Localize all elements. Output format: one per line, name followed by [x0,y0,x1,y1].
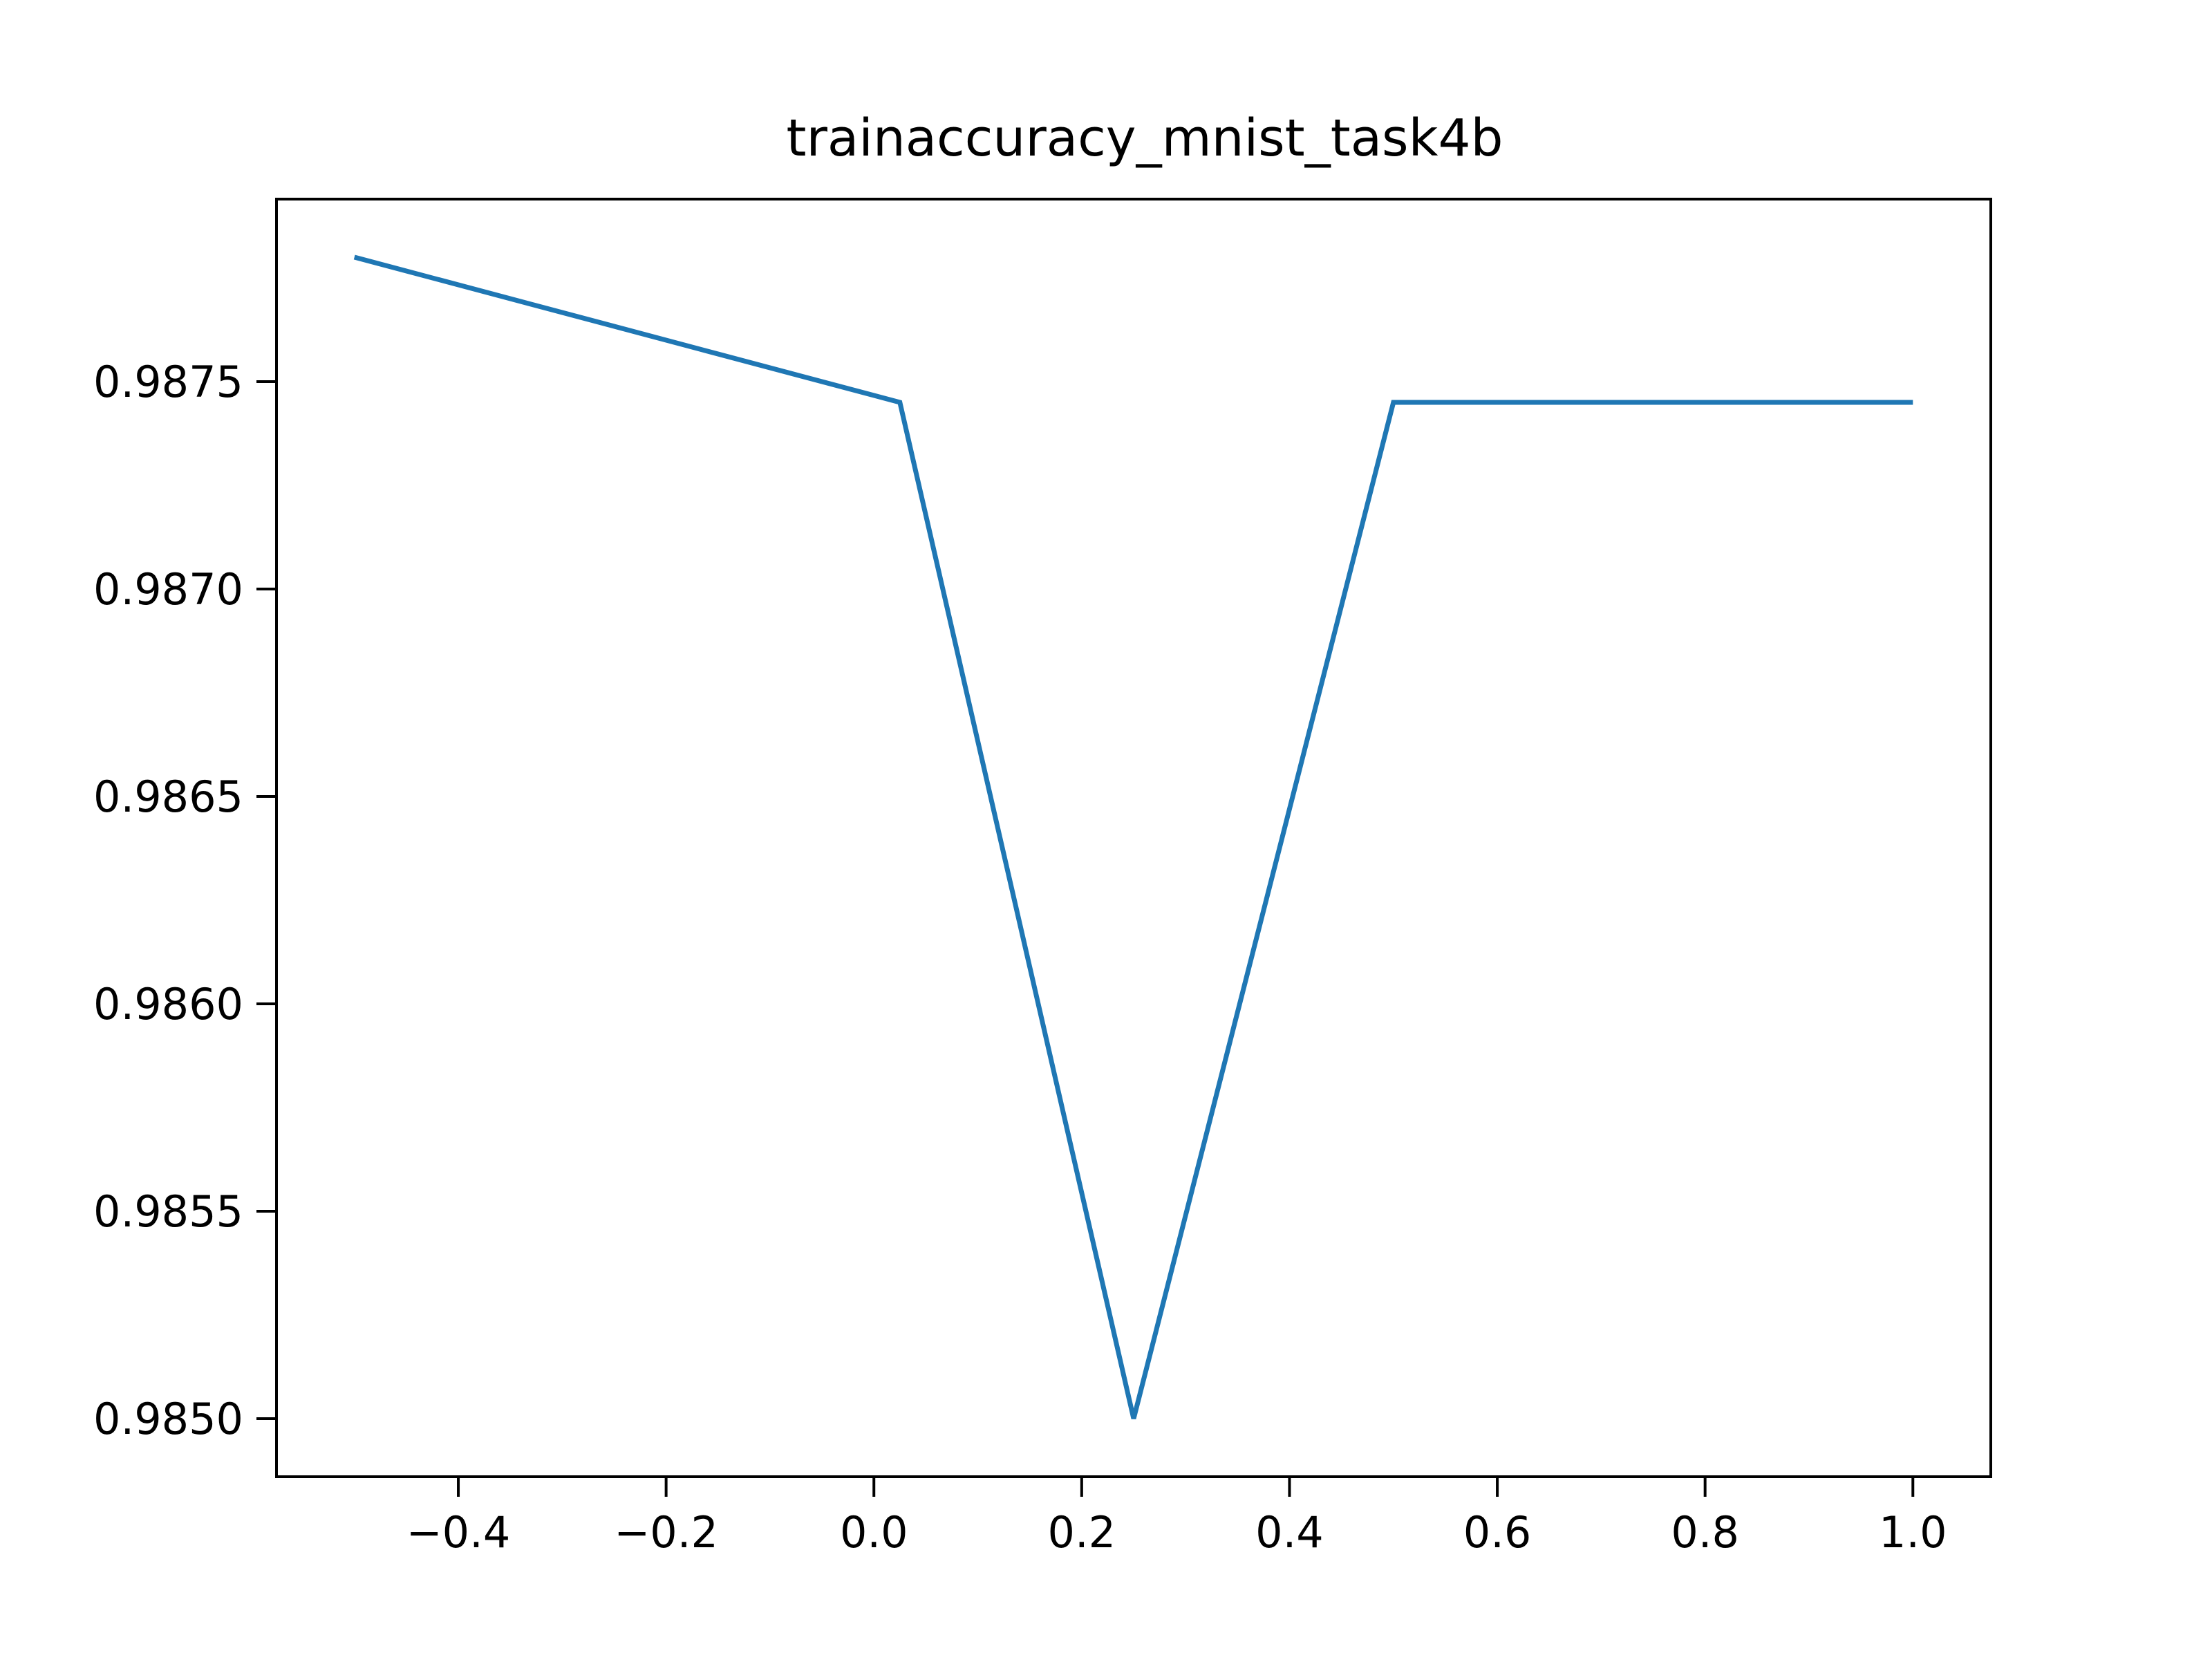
x-tick-label: 0.6 [1463,1507,1532,1558]
plot-area-frame [275,198,1992,1478]
series-line [353,254,1913,1419]
y-tick-label: 0.9850 [93,1394,243,1444]
x-tick-label: −0.4 [406,1507,511,1558]
y-tick-label: 0.9860 [93,979,243,1029]
x-tick-label: 0.0 [840,1507,908,1558]
y-tick-label: 0.9875 [93,357,243,407]
x-tick-label: 0.8 [1671,1507,1739,1558]
chart-title: trainaccuracy_mnist_task4b [786,109,1503,168]
x-tick-label: 0.2 [1048,1507,1116,1558]
y-tick-label: 0.9870 [93,564,243,615]
x-tick-label: 1.0 [1879,1507,1947,1558]
x-tick-label: −0.2 [614,1507,718,1558]
y-tick-label: 0.9855 [93,1186,243,1237]
axes-layer: −0.4 −0.2 0.0 0.2 0.4 0.6 0.8 1.0 0.9850 0.9855 0.… [93,357,1947,1558]
y-tick-label: 0.9865 [93,772,243,822]
x-tick-label: 0.4 [1255,1507,1324,1558]
series-layer [353,254,1913,1419]
